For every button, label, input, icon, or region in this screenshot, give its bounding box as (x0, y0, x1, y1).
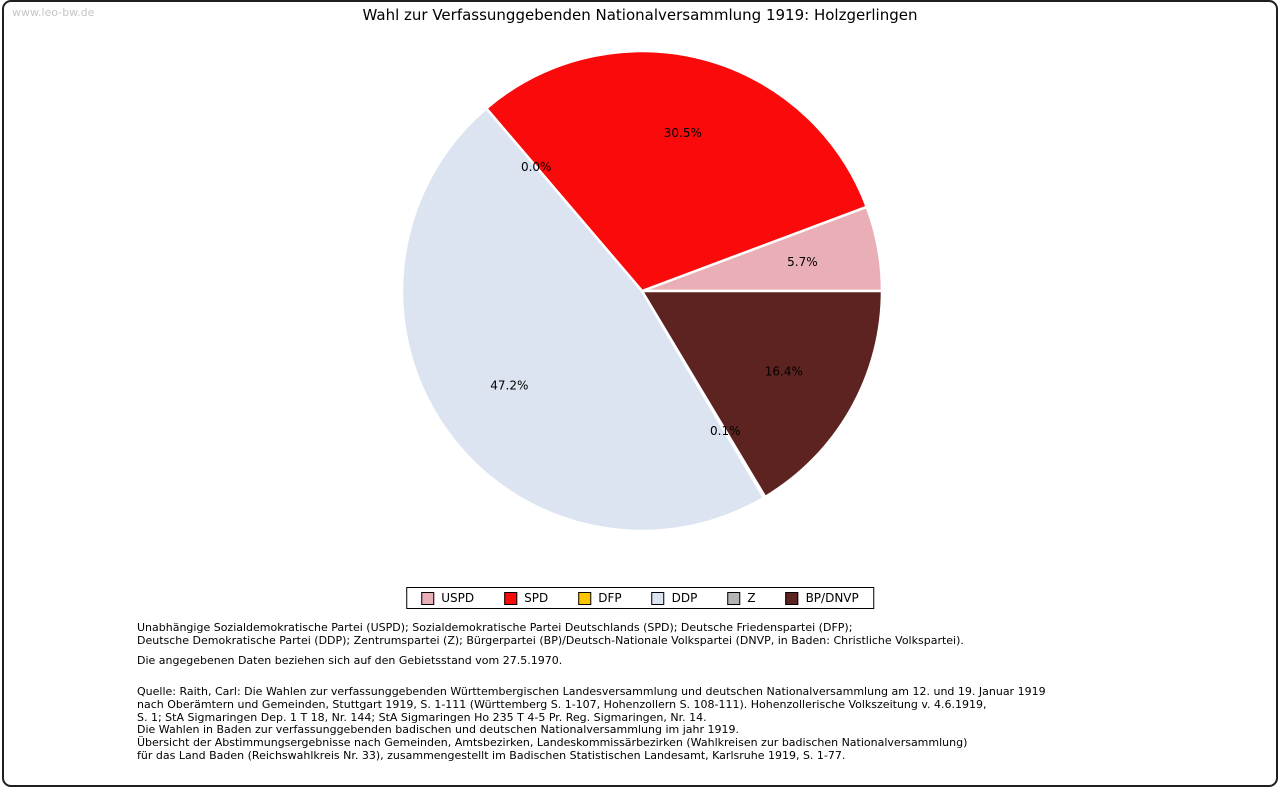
legend-item-ddp: DDP (651, 591, 698, 605)
legend-item-uspd: USPD (421, 591, 474, 605)
legend-swatch-ddp (651, 591, 665, 605)
legend-label-spd: SPD (524, 591, 549, 605)
source-citation-line: nach Oberämtern und Gemeinden, Stuttgart… (137, 697, 987, 711)
legend-swatch-z (727, 591, 741, 605)
legend-label-bp-dnvp: BP/DNVP (805, 591, 859, 605)
pie-chart: 5.7% 30.5% 0.0% 47.2% 0.1% 16.4% (400, 49, 884, 533)
legend-item-z: Z (727, 591, 756, 605)
slice-value-label-bp-dnvp: 16.4% (765, 364, 803, 378)
dataset-note: Die angegebenen Daten beziehen sich auf … (137, 654, 563, 667)
legend-swatch-dfp (578, 591, 592, 605)
watermark: www.leo-bw.de (12, 6, 95, 19)
legend-item-bp-dnvp: BP/DNVP (785, 591, 859, 605)
legend: USPD SPD DFP DDP Z BP/DNVP (406, 587, 874, 609)
legend-item-dfp: DFP (578, 591, 622, 605)
chart-title: Wahl zur Verfassunggebenden Nationalvers… (362, 6, 918, 24)
slice-value-label-spd: 30.5% (664, 126, 702, 140)
party-definitions-line: Unabhängige Sozialdemokratische Partei (… (137, 621, 853, 634)
slice-value-label-dfp: 0.0% (521, 160, 552, 174)
slice-value-label-ddp: 47.2% (490, 379, 528, 393)
legend-swatch-uspd (421, 591, 435, 605)
legend-label-dfp: DFP (598, 591, 622, 605)
pie-slice-spd (485, 49, 868, 293)
source-citation-line: für das Land Baden (Reichswahlkreis Nr. … (137, 748, 846, 762)
source-citation-line: Quelle: Raith, Carl: Die Wahlen zur verf… (137, 685, 1046, 698)
party-definitions: Unabhängige Sozialdemokratische Partei (… (137, 621, 1236, 648)
source-citation: Quelle: Raith, Carl: Die Wahlen zur verf… (137, 685, 1236, 763)
legend-label-ddp: DDP (671, 591, 698, 605)
legend-swatch-spd (504, 591, 518, 605)
source-citation-line: Übersicht der Abstimmungsergebnisse nach… (137, 736, 968, 750)
source-citation-line: Die Wahlen in Baden zur verfassunggebend… (137, 723, 740, 737)
slice-value-label-z: 0.1% (710, 424, 741, 438)
pie-slice-ddp (400, 107, 766, 533)
legend-swatch-bp-dnvp (785, 591, 799, 605)
source-citation-line: S. 1; StA Sigmaringen Dep. 1 T 18, Nr. 1… (137, 710, 707, 724)
legend-label-uspd: USPD (441, 591, 475, 605)
party-definitions-line: Deutsche Demokratische Partei (DDP); Zen… (137, 633, 964, 647)
pie-slice-bp-dnvp (640, 289, 884, 499)
legend-label-z: Z (747, 591, 756, 605)
legend-item-spd: SPD (504, 591, 548, 605)
slice-value-label-uspd: 5.7% (787, 255, 818, 269)
